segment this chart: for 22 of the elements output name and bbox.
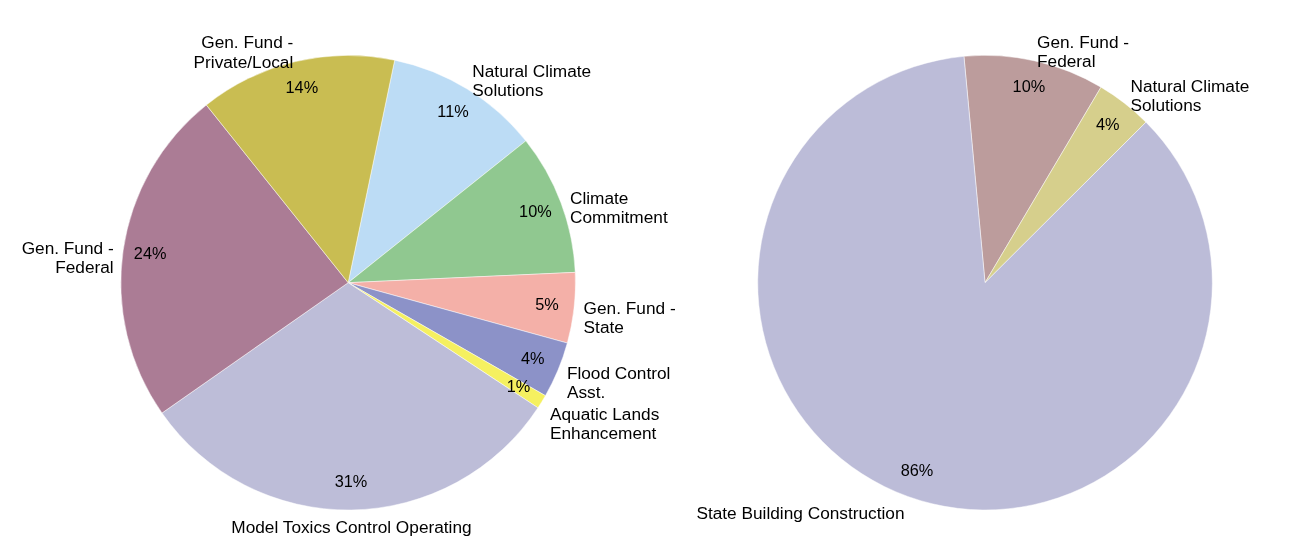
slice-label: State Building Construction: [696, 502, 905, 523]
data-label: 10%: [519, 202, 552, 221]
data-label: 1%: [506, 377, 531, 396]
data-label: 4%: [1096, 114, 1120, 133]
data-label: 86%: [900, 460, 934, 479]
slice-label: Gen. Fund - Private/Local: [193, 32, 294, 72]
slice-label: Model Toxics Control Operating: [231, 516, 472, 537]
data-label: 10%: [1012, 77, 1046, 96]
data-label: 11%: [437, 102, 469, 121]
slice-label: Aquatic Lands Enhancement: [549, 404, 660, 444]
data-label: 14%: [285, 77, 319, 96]
data-label: 31%: [334, 472, 368, 491]
slice-label: Flood Control Asst.: [566, 362, 671, 402]
data-label: 4%: [521, 349, 545, 368]
slice-label: Natural Climate Solutions: [472, 61, 592, 101]
slice-label: Climate Commitment: [569, 188, 668, 228]
slice-label: Gen. Fund - Federal: [1037, 31, 1130, 71]
slice-label: Gen. Fund - State: [583, 297, 676, 338]
slice-label: Natural Climate Solutions: [1130, 75, 1250, 116]
slice-label: Gen. Fund - Federal: [21, 237, 114, 277]
data-label: 24%: [133, 243, 167, 262]
data-label: 5%: [535, 294, 559, 313]
